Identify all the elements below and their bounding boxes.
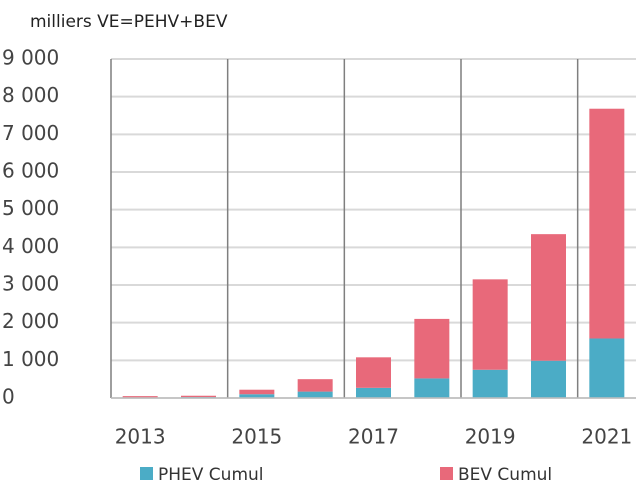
bar-segment [472,369,508,398]
legend-swatch [140,467,153,480]
x-tick-label: 2017 [348,425,399,449]
bar-segment [356,357,391,388]
y-tick-label: 4 000 [2,234,59,258]
bar-segment [531,360,566,398]
bar-segment [589,108,625,339]
y-tick-label: 8 000 [2,83,59,107]
bar-segment [297,379,333,392]
y-tick-label: 9 000 [2,46,59,70]
legend-swatch [440,467,453,480]
x-tick-label: 2019 [465,425,516,449]
bar-segment [181,395,216,398]
bar-segment [356,387,391,398]
bar-segment [239,394,275,398]
bar-segment [589,338,625,398]
bar-segment [239,389,275,395]
x-tick-label: 2021 [581,425,632,449]
bar-segment [122,396,158,398]
y-tick-label: 0 [2,385,15,409]
bar-segment [472,279,508,370]
legend-label: PHEV Cumul [158,465,264,485]
bar-segment [414,378,450,398]
x-tick-label: 2015 [231,425,282,449]
bar-segment [297,391,333,398]
y-tick-label: 5 000 [2,196,59,220]
y-tick-label: 6 000 [2,159,59,183]
bar-segment [531,234,566,361]
y-tick-label: 3 000 [2,272,59,296]
legend-label: BEV Cumul [458,465,552,485]
y-tick-label: 2 000 [2,309,59,333]
x-tick-label: 2013 [115,425,166,449]
chart-title: milliers VE=PEHV+BEV [30,12,228,32]
bar-segment [414,318,450,379]
y-tick-label: 1 000 [2,347,59,371]
y-tick-label: 7 000 [2,121,59,145]
